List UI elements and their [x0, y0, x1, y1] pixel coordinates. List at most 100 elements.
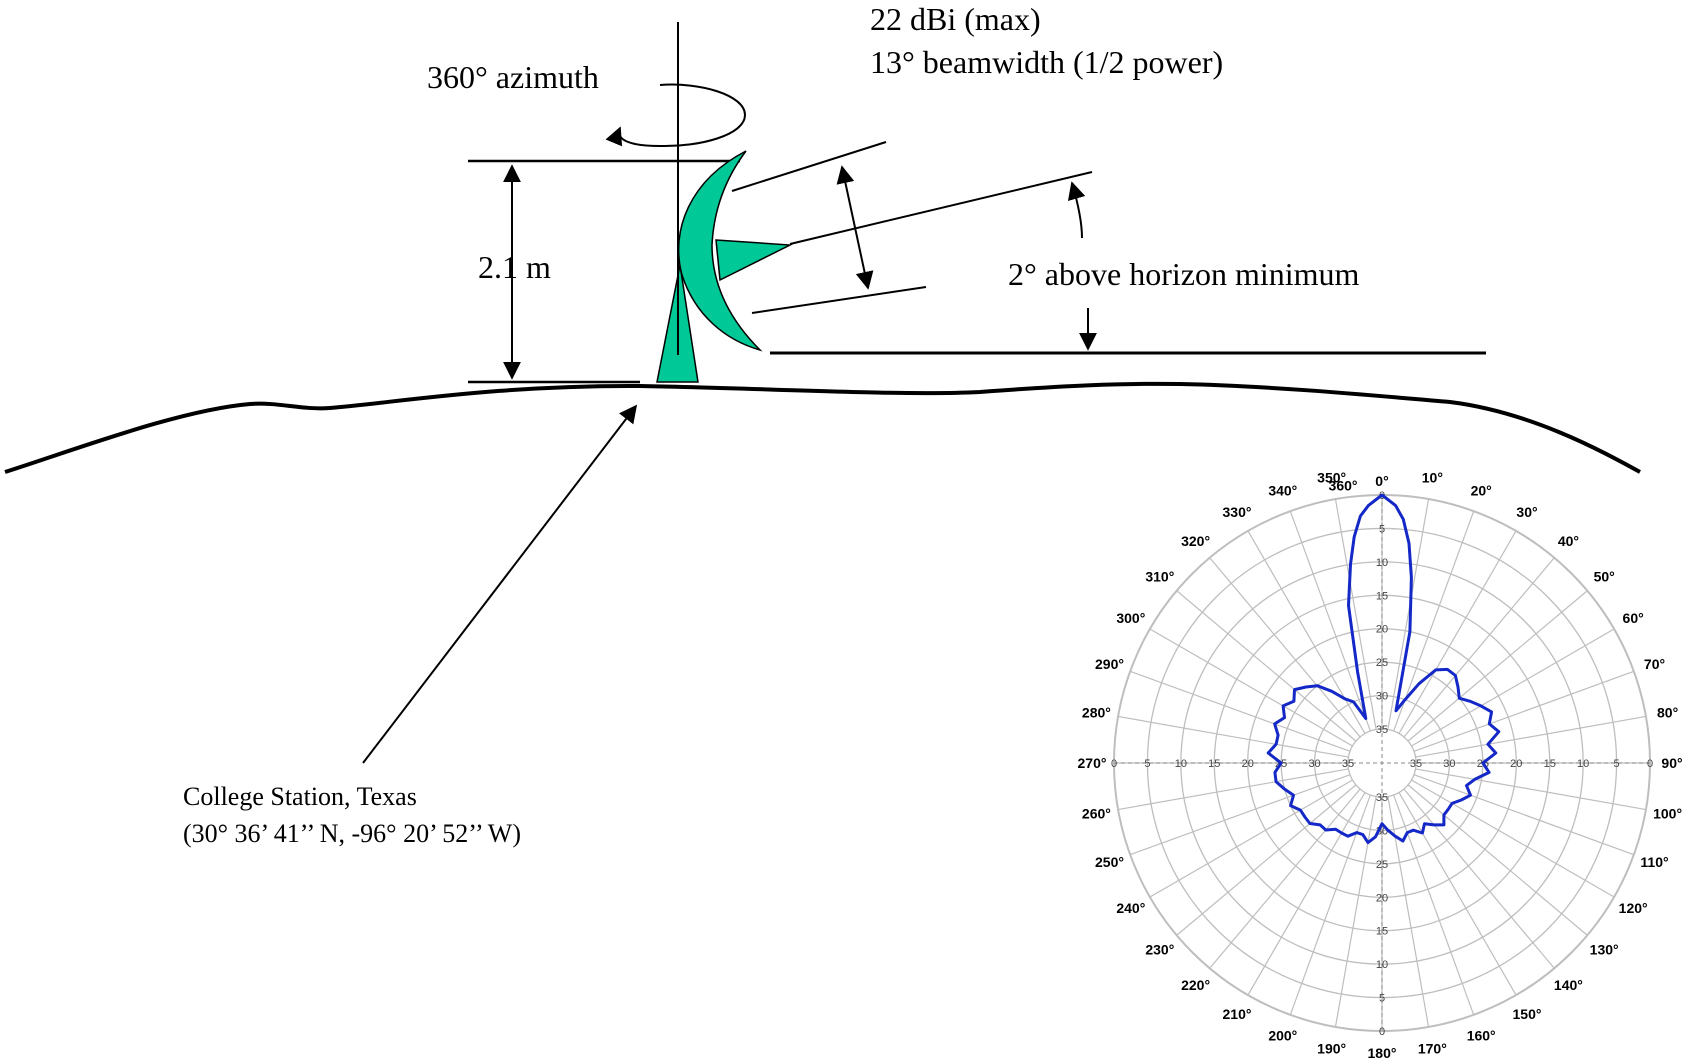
polar-angle-label: 110° [1640, 854, 1668, 870]
polar-angle-label: 160° [1467, 1028, 1496, 1044]
polar-spoke [1129, 774, 1351, 856]
radiation-pattern-trace [1266, 493, 1501, 845]
polar-spoke [1149, 779, 1353, 898]
polar-angle-label: 20° [1471, 482, 1492, 498]
polar-radial-tick-label: 20 [1242, 758, 1254, 770]
polar-spoke [1415, 768, 1647, 811]
polar-spoke [1247, 792, 1366, 996]
polar-radial-tick-label: 30 [1308, 758, 1320, 770]
polar-radial-tick-label: 10 [1376, 557, 1388, 569]
polar-angle-label: 130° [1590, 941, 1619, 957]
polar-spoke [1398, 792, 1517, 996]
polar-angle-label: 320° [1181, 533, 1210, 549]
polar-angle-label: 310° [1145, 569, 1174, 585]
polar-radial-tick-label: 35 [1376, 724, 1388, 736]
polar-angle-label: 10° [1422, 469, 1443, 485]
polar-spoke [1387, 498, 1430, 730]
polar-spoke [1411, 779, 1615, 898]
polar-angle-label: 240° [1116, 900, 1145, 916]
polar-spoke [1129, 670, 1351, 752]
location-arrow [362, 404, 638, 764]
polar-radial-tick-label: 0 [1379, 1026, 1385, 1038]
polar-radial-tick-label: 20 [1376, 892, 1388, 904]
polar-radial-tick-label: 10 [1175, 758, 1187, 770]
polar-angle-label: 360° [1329, 478, 1358, 494]
antenna-feed [715, 239, 793, 282]
polar-angle-label: 50° [1594, 569, 1615, 585]
polar-radial-tick-label: 15 [1208, 758, 1220, 770]
polar-spoke [1247, 530, 1366, 734]
polar-angle-label: 350° [1317, 469, 1346, 485]
polar-angle-label: 220° [1181, 977, 1210, 993]
polar-spoke [1117, 768, 1349, 811]
location-name-label: College Station, Texas [183, 782, 417, 811]
polar-radial-tick-label: 5 [1379, 993, 1385, 1005]
polar-spoke [1407, 590, 1588, 742]
polar-spoke [1334, 796, 1377, 1028]
polar-spoke [1407, 784, 1588, 936]
polar-spoke [1413, 774, 1635, 856]
polar-angle-label: 70° [1644, 656, 1665, 672]
polar-spoke [1209, 557, 1361, 738]
polar-radial-tick-label: 20 [1510, 758, 1522, 770]
height-label: 2.1 m [478, 249, 551, 285]
polar-spoke [1398, 530, 1517, 734]
polar-angle-label: 100° [1653, 805, 1682, 821]
polar-radial-tick-label: 35 [1342, 758, 1354, 770]
polar-spoke [1411, 628, 1615, 747]
polar-radial-tick-label: 25 [1376, 657, 1388, 669]
polar-spoke [1176, 590, 1357, 742]
polar-angle-label: 250° [1095, 854, 1124, 870]
polar-angle-label: 0° [1375, 473, 1388, 489]
location-coords-label: (30° 36’ 41’’ N, -96° 20’ 52’’ W) [183, 819, 521, 848]
polar-angle-label: 120° [1619, 900, 1648, 916]
antenna-dish [677, 150, 763, 352]
polar-spoke [1149, 628, 1353, 747]
polar-angle-label: 280° [1082, 705, 1111, 721]
polar-radial-tick-label: 10 [1376, 959, 1388, 971]
polar-angle-label: 230° [1145, 941, 1174, 957]
polar-spoke [1403, 557, 1555, 738]
polar-angle-label: 190° [1317, 1041, 1346, 1057]
gain-label: 22 dBi (max) [870, 1, 1041, 37]
beam-center [789, 171, 1093, 245]
azimuth-label: 360° azimuth [427, 59, 599, 95]
azimuth-rotation-arrow [605, 83, 747, 148]
polar-spoke [1117, 715, 1349, 758]
polar-spoke [1415, 715, 1647, 758]
polar-radial-tick-label: 10 [1577, 758, 1589, 770]
polar-radial-tick-label: 0 [1111, 758, 1117, 770]
polar-radial-tick-label: 0 [1647, 758, 1653, 770]
polar-spoke [1403, 788, 1555, 969]
beamwidth-arrow [836, 165, 874, 290]
polar-radial-tick-label: 5 [1379, 523, 1385, 535]
polar-angle-label: 80° [1657, 705, 1678, 721]
polar-spoke [1176, 784, 1357, 936]
polar-radial-tick-label: 35 [1376, 792, 1388, 804]
polar-radial-tick-label: 30 [1376, 691, 1388, 703]
polar-angle-label: 260° [1082, 805, 1111, 821]
polar-angle-label: 210° [1223, 1006, 1252, 1022]
polar-angle-label: 200° [1268, 1028, 1297, 1044]
beam-upper-edge [731, 141, 887, 192]
beam-lower-edge [751, 286, 927, 314]
polar-radial-tick-label: 35 [1410, 758, 1422, 770]
polar-spoke [1393, 794, 1475, 1016]
polar-spoke [1393, 510, 1475, 732]
polar-radial-tick-label: 15 [1376, 926, 1388, 938]
polar-angle-label: 300° [1116, 610, 1145, 626]
polar-spoke [1413, 670, 1635, 752]
polar-angle-label: 290° [1095, 656, 1124, 672]
polar-angle-label: 340° [1268, 482, 1297, 498]
ground-line [4, 381, 1641, 474]
polar-angle-label: 40° [1558, 533, 1579, 549]
polar-angle-label: 170° [1418, 1041, 1447, 1057]
polar-radial-tick-label: 15 [1376, 590, 1388, 602]
polar-angle-label: 60° [1623, 610, 1644, 626]
polar-spoke [1209, 788, 1361, 969]
elevation-label: 2° above horizon minimum [1008, 256, 1360, 292]
polar-radial-tick-label: 5 [1144, 758, 1150, 770]
polar-angle-label: 140° [1554, 977, 1583, 993]
